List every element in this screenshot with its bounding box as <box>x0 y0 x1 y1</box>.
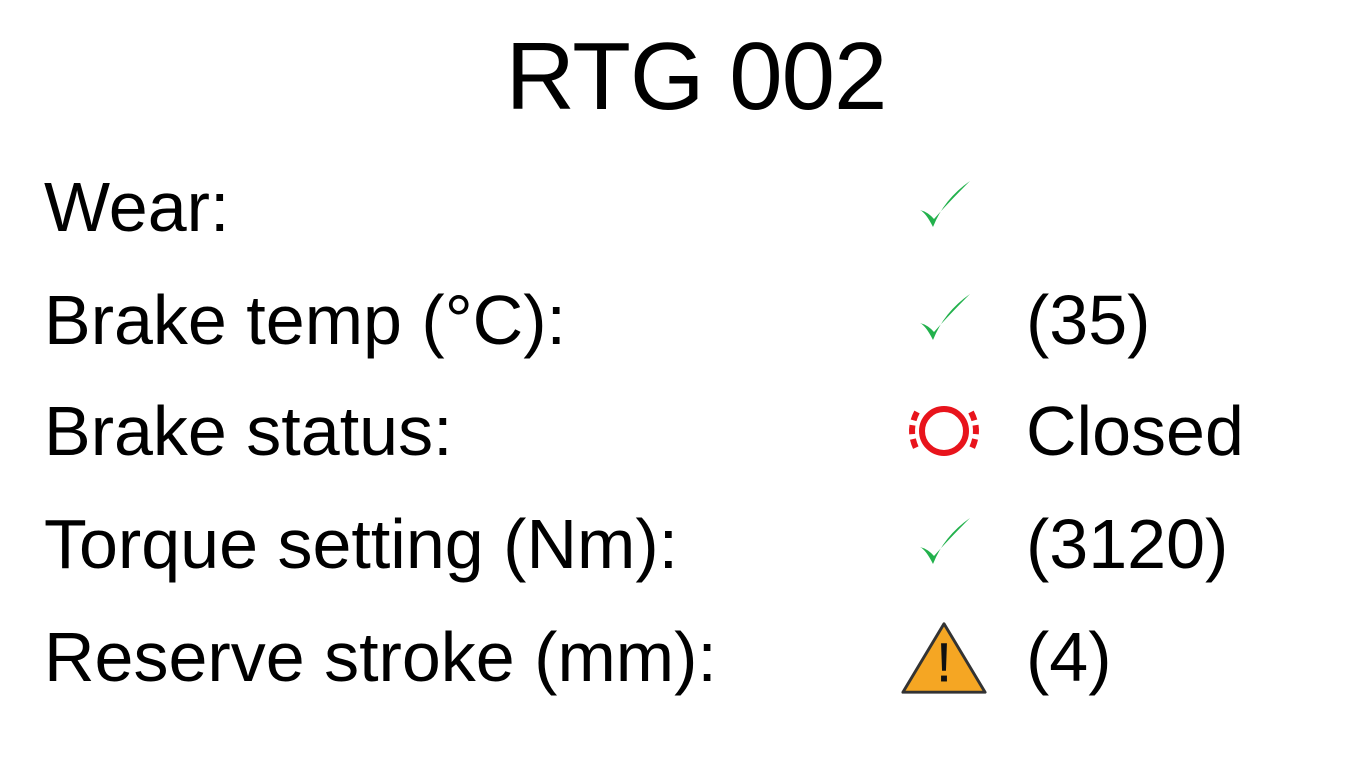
checkmark-icon <box>899 162 989 252</box>
row-value: Closed <box>1026 392 1244 470</box>
status-row-brake-temp: Brake temp (°C): (35) <box>44 275 1344 365</box>
status-row-reserve-stroke: Reserve stroke (mm): (4) <box>44 612 1344 702</box>
row-label: Brake temp (°C): <box>44 281 566 359</box>
row-value: (35) <box>1026 281 1151 359</box>
warning-triangle-icon <box>899 612 989 702</box>
page-title: RTG 002 <box>505 23 888 130</box>
row-label: Torque setting (Nm): <box>44 505 679 583</box>
status-row-wear: Wear: <box>44 162 1344 252</box>
row-label: Brake status: <box>44 392 453 470</box>
row-value: (3120) <box>1026 505 1229 583</box>
checkmark-icon <box>899 499 989 589</box>
status-row-brake-status: Brake status: Closed <box>44 386 1344 476</box>
row-label: Reserve stroke (mm): <box>44 618 717 696</box>
row-label: Wear: <box>44 168 230 246</box>
checkmark-icon <box>899 275 989 365</box>
status-row-torque-setting: Torque setting (Nm): (3120) <box>44 499 1344 589</box>
row-value: (4) <box>1026 618 1112 696</box>
brake-warning-icon <box>899 386 989 476</box>
